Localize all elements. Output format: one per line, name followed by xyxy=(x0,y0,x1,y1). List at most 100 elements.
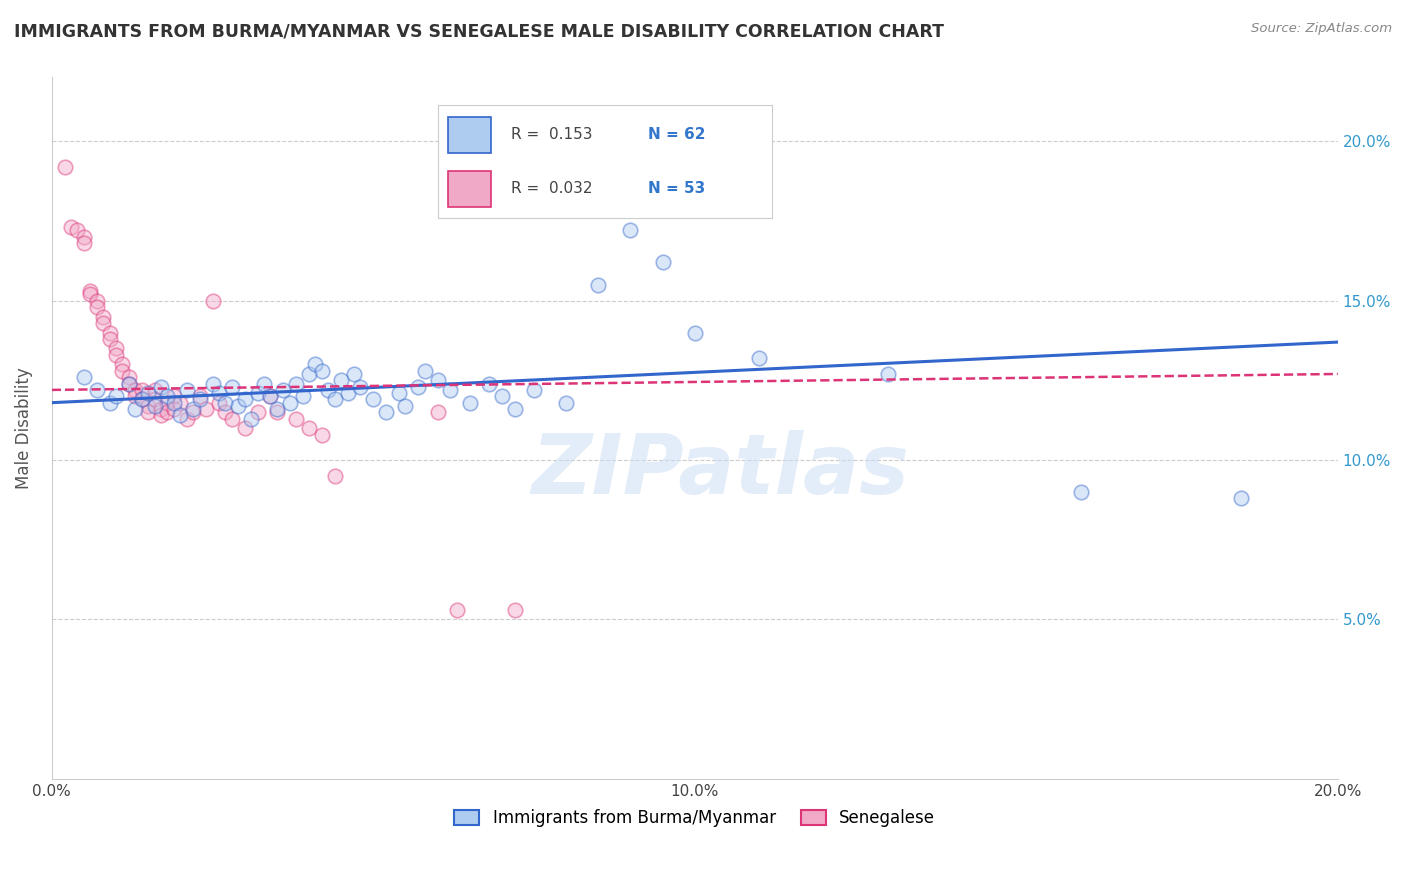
Point xyxy=(259,389,281,403)
Point xyxy=(176,411,198,425)
Point xyxy=(66,223,89,237)
Point xyxy=(266,402,288,417)
Point xyxy=(163,402,186,417)
Point xyxy=(163,389,186,403)
Point xyxy=(188,389,211,403)
Point xyxy=(188,392,211,407)
Point xyxy=(349,380,371,394)
Point xyxy=(91,310,114,324)
Point xyxy=(118,376,141,391)
Point xyxy=(555,395,578,409)
Text: Source: ZipAtlas.com: Source: ZipAtlas.com xyxy=(1251,22,1392,36)
Point xyxy=(375,405,398,419)
Point xyxy=(285,376,308,391)
Text: ZIPatlas: ZIPatlas xyxy=(531,430,910,511)
Point xyxy=(311,427,333,442)
Point xyxy=(143,383,166,397)
Point xyxy=(259,389,281,403)
Point xyxy=(298,421,321,435)
Point xyxy=(156,395,179,409)
Point xyxy=(124,389,146,403)
Point xyxy=(131,392,153,407)
Point xyxy=(53,160,76,174)
Point xyxy=(73,236,96,251)
Point xyxy=(304,358,326,372)
Point xyxy=(73,230,96,244)
Point xyxy=(73,370,96,384)
Point xyxy=(311,364,333,378)
Point xyxy=(221,380,243,394)
Point xyxy=(150,402,173,417)
Point xyxy=(503,603,526,617)
Point xyxy=(105,342,128,356)
Point xyxy=(588,277,610,292)
Point xyxy=(124,402,146,417)
Point xyxy=(246,405,269,419)
Point xyxy=(478,376,501,391)
Point xyxy=(156,389,179,403)
Point xyxy=(491,389,513,403)
Point xyxy=(439,383,461,397)
Point xyxy=(271,383,294,397)
Point xyxy=(1230,491,1253,506)
Point xyxy=(118,376,141,391)
Point xyxy=(336,386,359,401)
Point xyxy=(150,409,173,423)
Point xyxy=(394,399,416,413)
Point xyxy=(118,370,141,384)
Point xyxy=(214,405,236,419)
Point xyxy=(683,326,706,340)
Point xyxy=(361,392,384,407)
Point xyxy=(201,376,224,391)
Point xyxy=(458,395,481,409)
Point xyxy=(413,364,436,378)
Legend: Immigrants from Burma/Myanmar, Senegalese: Immigrants from Burma/Myanmar, Senegales… xyxy=(447,803,942,834)
Point xyxy=(86,293,108,308)
Point xyxy=(136,405,159,419)
Point xyxy=(156,405,179,419)
Point xyxy=(131,383,153,397)
Point xyxy=(285,411,308,425)
Point xyxy=(266,405,288,419)
Point xyxy=(253,376,276,391)
Point xyxy=(323,469,346,483)
Point xyxy=(246,386,269,401)
Point xyxy=(176,383,198,397)
Point xyxy=(291,389,314,403)
Point xyxy=(876,367,898,381)
Point xyxy=(221,411,243,425)
Text: IMMIGRANTS FROM BURMA/MYANMAR VS SENEGALESE MALE DISABILITY CORRELATION CHART: IMMIGRANTS FROM BURMA/MYANMAR VS SENEGAL… xyxy=(14,22,943,40)
Point xyxy=(323,392,346,407)
Point xyxy=(226,399,249,413)
Point xyxy=(208,395,231,409)
Point xyxy=(136,399,159,413)
Point xyxy=(651,255,673,269)
Point xyxy=(343,367,366,381)
Point xyxy=(503,402,526,417)
Point xyxy=(330,373,353,387)
Point xyxy=(105,348,128,362)
Point xyxy=(426,405,449,419)
Point xyxy=(748,351,770,365)
Point xyxy=(278,395,301,409)
Point xyxy=(111,364,134,378)
Point xyxy=(79,287,101,301)
Point xyxy=(105,389,128,403)
Point xyxy=(426,373,449,387)
Point xyxy=(124,383,146,397)
Point xyxy=(86,300,108,314)
Point xyxy=(169,395,191,409)
Point xyxy=(195,402,218,417)
Point xyxy=(136,386,159,401)
Point xyxy=(98,326,121,340)
Point xyxy=(98,395,121,409)
Point xyxy=(91,316,114,330)
Point xyxy=(1070,485,1092,500)
Point xyxy=(446,603,468,617)
Point xyxy=(111,358,134,372)
Point xyxy=(181,405,204,419)
Point xyxy=(214,395,236,409)
Point xyxy=(388,386,411,401)
Point xyxy=(181,402,204,417)
Point xyxy=(150,380,173,394)
